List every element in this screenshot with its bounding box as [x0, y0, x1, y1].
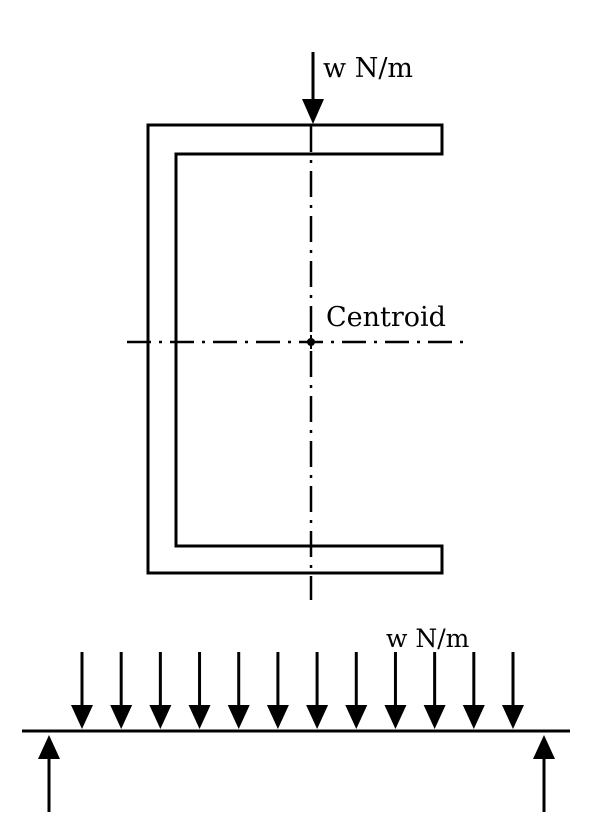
distributed-load-arrow	[384, 652, 407, 729]
distributed-load-arrow	[149, 652, 172, 729]
distributed-load-arrow	[71, 652, 93, 729]
distributed-load-arrows	[71, 652, 524, 729]
distributed-load-arrow	[423, 652, 446, 729]
centroid-label: Centroid	[326, 302, 446, 333]
distributed-load-arrow	[110, 652, 133, 729]
top-load-label: w N/m	[323, 53, 413, 84]
distributed-load-label: w N/m	[386, 624, 470, 653]
top-load-arrow	[302, 52, 324, 124]
distributed-load-arrow	[188, 652, 211, 729]
distributed-load-arrow	[502, 652, 524, 729]
channel-section-outline	[146, 123, 444, 575]
centroid-marker	[304, 335, 318, 349]
distributed-load-arrow	[345, 652, 368, 729]
distributed-load-arrow	[462, 652, 485, 729]
left-support-arrow	[38, 735, 60, 812]
distributed-load-arrow	[306, 652, 329, 729]
distributed-load-arrow	[227, 652, 250, 729]
right-support-arrow	[533, 735, 555, 812]
distributed-load-arrow	[266, 652, 289, 729]
